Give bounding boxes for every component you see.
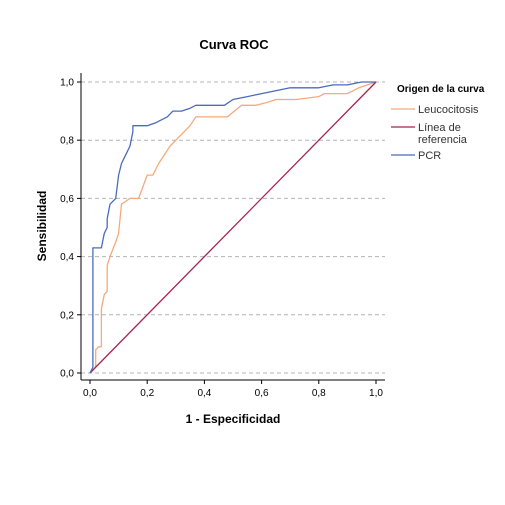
x-tick-label-1: 0,2 <box>140 388 154 399</box>
legend-label-1-1: referencia <box>418 134 468 146</box>
y-tick-label-3: 0,6 <box>60 194 74 205</box>
legend-label-0-0: Leucocitosis <box>418 104 479 116</box>
x-axis-title: 1 - Especificidad <box>186 412 281 426</box>
y-tick-label-1: 0,2 <box>60 310 74 321</box>
axes <box>80 73 385 381</box>
y-tick-label-0: 0,0 <box>60 369 74 380</box>
x-tick-label-2: 0,4 <box>197 388 211 399</box>
x-tick-label-4: 0,8 <box>312 388 326 399</box>
series-lines <box>89 81 377 374</box>
x-tick-label-5: 1,0 <box>369 388 383 399</box>
legend-title: Origen de la curva <box>397 84 485 95</box>
ticks: 0,0 0,2 0,4 0,6 0,8 1,0 0,0 0,2 0,4 0,6 0,8 1,0 <box>60 78 383 400</box>
series-line-linea-de-referencia <box>89 81 377 374</box>
legend-label-2-0: PCR <box>418 150 441 162</box>
x-tick-label-3: 0,6 <box>255 388 269 399</box>
y-tick-label-2: 0,4 <box>60 252 74 263</box>
y-axis-title: Sensibilidad <box>35 191 49 262</box>
legend: Origen de la curva Leucocitosis Línea der… <box>391 84 485 162</box>
y-tick-label-5: 1,0 <box>60 78 74 89</box>
x-tick-label-0: 0,0 <box>83 388 97 399</box>
series-line-pcr <box>89 81 376 374</box>
legend-label-1-0: Línea de <box>418 122 461 134</box>
series-line-leucocitosis <box>89 81 377 374</box>
chart-title: Curva ROC <box>199 37 269 52</box>
y-tick-label-4: 0,8 <box>60 136 74 147</box>
